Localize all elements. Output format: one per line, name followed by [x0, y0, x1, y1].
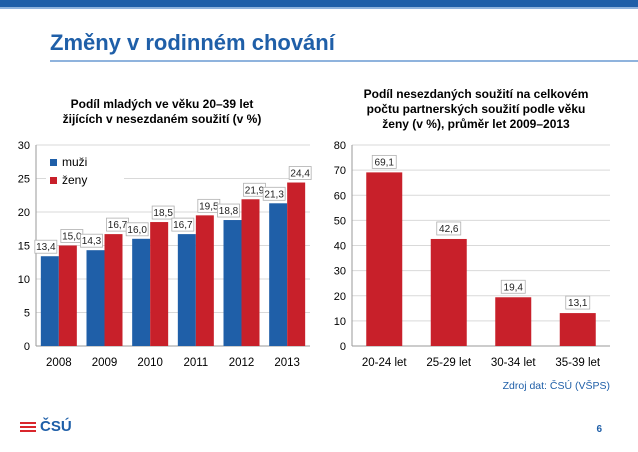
chart2-data-label: 42,6: [439, 224, 459, 235]
chart1-legend-swatch-muzi: [50, 159, 57, 166]
chart1-data-label: 16,7: [173, 220, 193, 231]
chart2-ytick-label: 80: [334, 140, 346, 152]
chart2-title-line: ženy (v %), průměr let 2009–2013: [382, 117, 570, 131]
chart1-ytick-label: 15: [18, 241, 30, 253]
chart1-bar-zeny: [241, 199, 260, 346]
chart2-title-line: Podíl nesezdaných soužití na celkovém: [364, 87, 589, 101]
page-number: 6: [596, 424, 602, 435]
chart1-data-label: 18,8: [219, 206, 239, 217]
chart2-ytick-label: 20: [334, 291, 346, 303]
chart2-ytick-label: 50: [334, 215, 346, 227]
chart1-legend-label: muži: [62, 155, 87, 169]
chart1-bar-zeny: [104, 234, 123, 346]
chart1-bar-zeny: [58, 245, 77, 346]
chart2-category-label: 30-34 let: [491, 357, 537, 369]
chart1-category-label: 2013: [274, 357, 300, 369]
chart1-bar-muzi: [40, 256, 59, 346]
title-divider: [50, 60, 638, 62]
chart2-ytick-label: 30: [334, 266, 346, 278]
chart1-legend-swatch-zeny: [50, 177, 57, 184]
chart1-category-label: 2011: [183, 357, 208, 369]
chart2-data-label-box: [565, 295, 591, 310]
chart2-category-label: 35-39 let: [555, 357, 601, 369]
chart2-bar: [559, 313, 596, 346]
chart2-category-label: 20-24 let: [362, 357, 408, 369]
chart1-title-line: Podíl mladých ve věku 20–39 let: [71, 97, 254, 111]
source-note: Zdroj dat: ČSÚ (VŠPS): [502, 380, 610, 392]
chart2-bar: [495, 297, 532, 346]
chart1-data-label: 15,0: [62, 232, 82, 243]
chart1-data-label-box: [151, 205, 175, 220]
chart1-ytick-label: 30: [18, 140, 30, 152]
chart1-data-label-box: [171, 217, 195, 232]
chart1-bar-zeny: [287, 182, 306, 346]
chart2-title-line: počtu partnerských soužití podle věku: [367, 102, 586, 116]
chart2-ytick-label: 0: [340, 341, 346, 353]
chart1-ytick-label: 0: [24, 341, 30, 353]
chart1-title-line: žijících v nesezdaném soužití (v %): [63, 112, 262, 126]
chart1-bar-muzi: [269, 203, 288, 346]
chart1-data-label: 14,3: [82, 236, 102, 247]
chart1-category-label: 2012: [229, 357, 255, 369]
chart1-data-label-box: [288, 166, 312, 180]
chart2-data-label-box: [436, 221, 462, 236]
chart1-data-label: 21,3: [264, 189, 284, 200]
chart2-bar: [366, 172, 403, 346]
chart1-ytick-label: 5: [24, 308, 30, 320]
chart1-bar-muzi: [86, 250, 105, 346]
chart1-data-label: 19,5: [199, 201, 219, 212]
logo-text: ČSÚ: [40, 418, 72, 435]
chart1-data-label: 21,9: [245, 185, 265, 196]
chart2-data-label: 13,1: [568, 298, 588, 309]
chart1-data-label: 16,0: [127, 225, 147, 236]
chart1-data-label: 16,7: [108, 220, 128, 231]
chart1-data-label: 24,4: [290, 169, 310, 180]
chart1-legend-label: ženy: [62, 173, 87, 187]
chart1-data-label: 18,5: [153, 208, 173, 219]
top-stripe-accent: [0, 7, 638, 9]
chart2-ytick-label: 60: [334, 190, 346, 202]
chart2-data-label: 19,4: [504, 282, 524, 293]
chart1-data-label-box: [125, 222, 149, 237]
chart2-ytick-label: 10: [334, 316, 346, 328]
csu-logo: ČSÚ: [20, 416, 90, 438]
top-stripe: [0, 0, 638, 7]
chart1-bar-zeny: [195, 215, 214, 346]
slide-title: Změny v rodinném chování: [50, 30, 335, 55]
chart1-ytick-label: 10: [18, 274, 30, 286]
chart1-legend: [46, 154, 124, 194]
chart1-bar-zeny: [150, 222, 169, 346]
chart1-data-label-box: [217, 203, 240, 218]
logo-mark-icon: [20, 422, 36, 434]
chart1-data-label-box: [262, 186, 286, 201]
chart1-data-label: 13,4: [36, 242, 56, 253]
chart1-bar-muzi: [223, 220, 242, 346]
chart2-data-label-box: [500, 279, 526, 294]
chart2-data-label: 69,1: [375, 157, 395, 168]
chart1-ytick-label: 20: [18, 207, 30, 219]
chart2-ytick-label: 70: [334, 165, 346, 177]
chart1-category-label: 2008: [46, 357, 72, 369]
chart1-data-label-box: [80, 233, 103, 248]
chart1-category-label: 2010: [137, 357, 163, 369]
chart1-bar-muzi: [177, 234, 196, 346]
chart1-ytick-label: 25: [18, 174, 30, 186]
chart1-bar-muzi: [132, 238, 151, 346]
chart1-category-label: 2009: [92, 357, 118, 369]
chart2-bar: [430, 238, 467, 346]
chart2-ytick-label: 40: [334, 241, 346, 253]
chart2-category-label: 25-29 let: [426, 357, 472, 369]
chart1-data-label-box: [34, 239, 58, 254]
chart2-data-label-box: [371, 154, 397, 169]
